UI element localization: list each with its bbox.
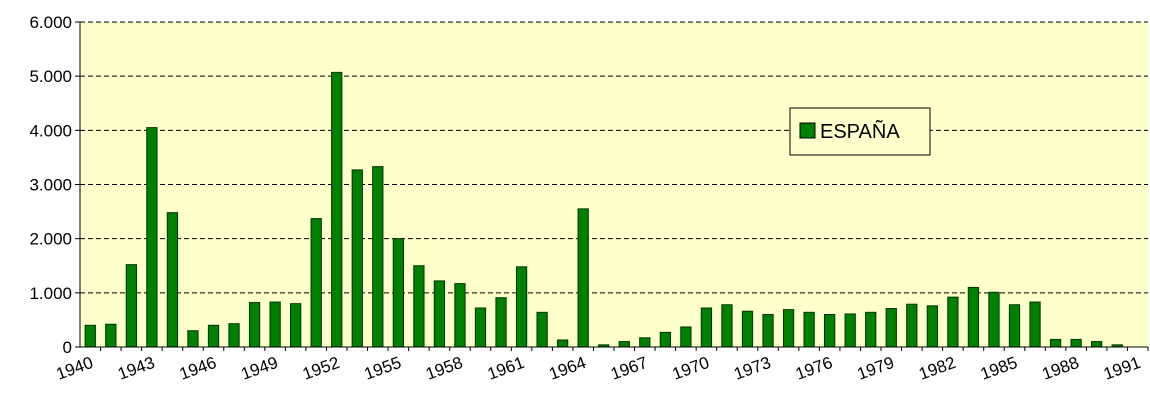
bar <box>700 307 713 348</box>
bar <box>495 297 507 348</box>
bar <box>865 311 877 348</box>
x-tick-label: 1991 <box>1101 353 1143 384</box>
bar <box>125 264 137 348</box>
bar <box>659 331 671 348</box>
bar <box>105 323 117 348</box>
bar <box>187 330 199 348</box>
bar <box>166 212 179 348</box>
x-tick-label: 1955 <box>362 353 404 384</box>
bar <box>557 339 569 348</box>
bar <box>680 326 692 348</box>
bar <box>248 302 261 348</box>
x-tick-label: 1985 <box>978 353 1020 384</box>
bar <box>228 323 240 348</box>
y-tick-label: 2.000 <box>29 230 72 249</box>
bar <box>331 71 343 348</box>
bar <box>1049 338 1062 348</box>
bar <box>372 166 384 348</box>
legend: ESPAÑA <box>789 107 931 156</box>
legend-label: ESPAÑA <box>820 119 900 143</box>
y-tick-label: 0 <box>63 338 72 357</box>
bar <box>762 314 774 348</box>
x-tick-label: 1946 <box>177 353 219 384</box>
bar <box>474 307 487 348</box>
x-tick-label: 1970 <box>670 353 712 384</box>
bar <box>290 303 302 348</box>
bar <box>721 304 733 348</box>
x-tick-label: 1958 <box>423 353 465 384</box>
bar <box>988 291 1000 348</box>
x-tick-label: 1952 <box>300 353 342 384</box>
x-tick-label: 1988 <box>1039 353 1081 384</box>
x-tick-label: 1940 <box>54 353 96 384</box>
bar <box>269 301 281 348</box>
bar <box>1091 341 1103 348</box>
bar <box>803 311 815 348</box>
bar <box>824 314 836 348</box>
bar <box>741 310 754 348</box>
bar <box>413 265 425 348</box>
bar <box>782 309 795 348</box>
x-tick-label: 1979 <box>855 353 897 384</box>
bar <box>1029 301 1041 348</box>
bar <box>906 303 918 348</box>
bar <box>967 286 980 348</box>
bar <box>639 337 651 348</box>
bar <box>515 266 528 348</box>
legend-swatch <box>799 122 816 139</box>
bar <box>454 283 466 348</box>
bar <box>885 308 897 348</box>
y-tick-label: 3.000 <box>29 176 72 195</box>
bar <box>310 218 322 348</box>
bar <box>351 169 363 348</box>
x-tick-label: 1964 <box>547 353 589 384</box>
bar <box>536 311 548 348</box>
bar <box>1070 338 1082 348</box>
x-tick-label: 1967 <box>608 353 650 384</box>
bar <box>844 313 856 348</box>
y-tick-label: 6.000 <box>29 13 72 32</box>
y-tick-label: 5.000 <box>29 67 72 86</box>
x-tick-label: 1976 <box>793 353 835 384</box>
bar <box>577 208 589 348</box>
y-tick-label: 1.000 <box>29 284 72 303</box>
bar <box>392 238 404 348</box>
bar <box>947 296 959 348</box>
bar <box>146 127 158 348</box>
bar <box>207 324 220 348</box>
x-tick-label: 1973 <box>731 353 773 384</box>
x-tick-label: 1982 <box>916 353 958 384</box>
bar <box>618 341 630 348</box>
bar <box>433 280 446 348</box>
bar <box>1008 304 1021 348</box>
x-tick-label: 1949 <box>238 353 280 384</box>
x-tick-label: 1961 <box>485 353 527 384</box>
x-tick-label: 1943 <box>115 353 157 384</box>
y-tick-label: 4.000 <box>29 121 72 140</box>
bar <box>926 305 938 348</box>
bar <box>84 324 96 348</box>
